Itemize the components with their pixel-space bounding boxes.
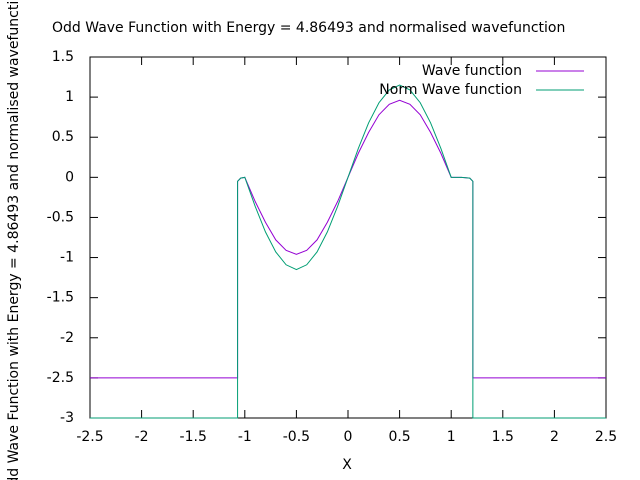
- x-tick-label: -1.5: [180, 429, 207, 445]
- x-tick-label: 0: [344, 429, 353, 445]
- x-tick-label: 1: [447, 429, 456, 445]
- y-tick-label: -0.5: [47, 209, 74, 225]
- plot-border: [89, 56, 607, 419]
- x-tick-label: 0.5: [388, 429, 410, 445]
- data-line: [90, 84, 606, 419]
- x-tick-label: -0.5: [283, 429, 310, 445]
- y-tick-label: 0: [65, 169, 74, 185]
- y-tick-label: -1: [60, 250, 74, 266]
- chart-title: Odd Wave Function with Energy = 4.86493 …: [52, 20, 565, 36]
- legend-label: Norm Wave function: [379, 82, 522, 98]
- x-tick-label: 2.5: [595, 429, 617, 445]
- y-tick-label: 0.5: [52, 129, 74, 145]
- y-tick-label: -2.5: [47, 370, 74, 386]
- y-tick-label: -3: [60, 410, 74, 426]
- y-tick-label: -2: [60, 330, 74, 346]
- x-tick-label: -1: [238, 429, 252, 445]
- x-tick-label: -2: [135, 429, 149, 445]
- x-tick-label: 1.5: [492, 429, 514, 445]
- data-line: [90, 99, 606, 379]
- x-axis-label: X: [342, 457, 352, 473]
- y-axis-label: Odd Wave Function with Energy = 4.86493 …: [6, 0, 22, 480]
- x-tick-label: 2: [550, 429, 559, 445]
- y-tick-label: 1: [65, 89, 74, 105]
- legend-label: Wave function: [422, 63, 522, 79]
- x-tick-label: -2.5: [76, 429, 103, 445]
- y-tick-label: 1.5: [52, 49, 74, 65]
- y-tick-label: -1.5: [47, 290, 74, 306]
